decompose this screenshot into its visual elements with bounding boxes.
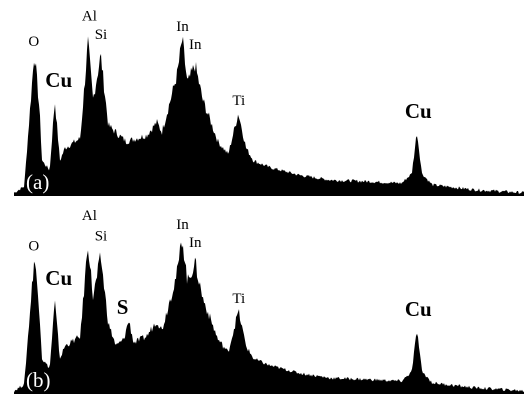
peak-label-o-0: O bbox=[28, 238, 39, 254]
peak-label-cu-1: Cu bbox=[45, 68, 72, 92]
peak-label-in-6: In bbox=[189, 235, 202, 251]
panel-label-a: (a) bbox=[26, 170, 49, 194]
peak-label-in-4: In bbox=[176, 19, 189, 35]
peak-label-cu-8: Cu bbox=[405, 297, 432, 321]
peak-label-cu-1: Cu bbox=[45, 266, 72, 290]
panel-label-b: (b) bbox=[26, 368, 51, 392]
peak-label-si-3: Si bbox=[95, 27, 108, 43]
peak-label-al-2: Al bbox=[82, 208, 97, 224]
peak-label-ti-6: Ti bbox=[232, 93, 245, 109]
peak-label-ti-7: Ti bbox=[232, 291, 245, 307]
spectrum-area-b bbox=[14, 242, 524, 394]
peak-label-si-3: Si bbox=[95, 228, 108, 244]
peak-label-s-4: S bbox=[117, 295, 129, 319]
peak-label-al-2: Al bbox=[82, 8, 97, 24]
spectrum-area-a bbox=[14, 36, 524, 197]
peak-label-in-5: In bbox=[176, 217, 189, 233]
peak-label-in-5: In bbox=[189, 37, 202, 53]
peak-label-o-0: O bbox=[28, 34, 39, 50]
peak-label-cu-7: Cu bbox=[405, 99, 432, 123]
